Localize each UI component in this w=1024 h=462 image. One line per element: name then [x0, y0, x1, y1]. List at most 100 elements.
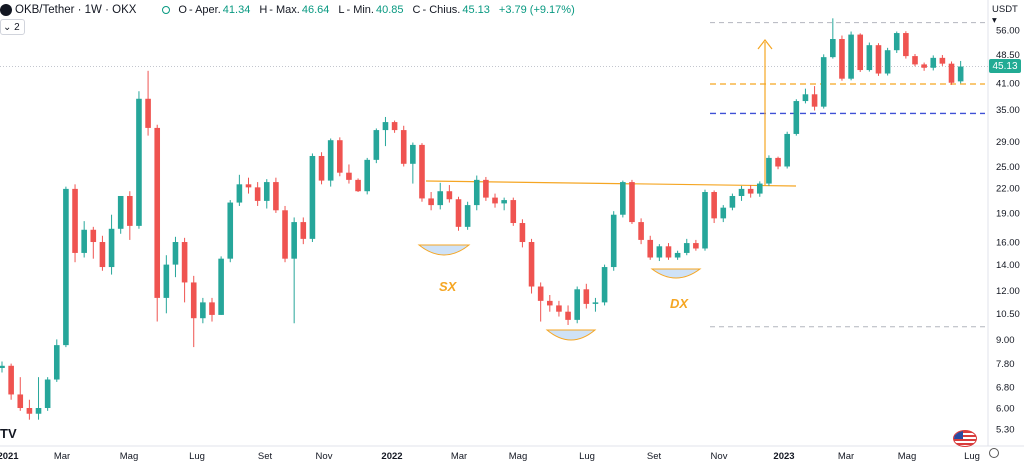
okb-logo: [0, 4, 12, 16]
y-tick-label: 41.00: [996, 78, 1020, 89]
candle-down: [903, 33, 909, 57]
candle-up: [263, 182, 270, 201]
x-tick-label: Mar: [838, 451, 854, 462]
candle-down: [391, 122, 398, 131]
indicator-count: 2: [14, 21, 20, 33]
candle-down: [446, 191, 453, 200]
right-shoulder-bowl: [650, 268, 702, 279]
candle-up: [35, 408, 42, 414]
candle-down: [127, 195, 133, 226]
candle-down: [528, 242, 535, 287]
y-tick-label: 19.00: [996, 208, 1020, 219]
currency-selector[interactable]: USDT ▾: [992, 4, 1018, 26]
candle-down: [665, 246, 672, 258]
left-shoulder-label: SX: [439, 279, 458, 294]
low-label: - Min.: [346, 4, 374, 16]
open-label: - Aper.: [188, 4, 221, 16]
high-value: 46.64: [301, 4, 330, 16]
neckline: [425, 180, 797, 187]
x-tick-label: Nov: [316, 451, 333, 462]
tradingview-logo: TV: [0, 426, 17, 441]
y-tick-label: 48.50: [996, 50, 1020, 61]
y-tick-label: 6.00: [996, 404, 1015, 415]
high-label: - Max.: [269, 4, 300, 16]
candle-up: [683, 243, 690, 253]
candle-up: [501, 200, 507, 204]
candle-down: [26, 408, 33, 414]
candle-up: [656, 246, 663, 258]
candle-up: [702, 192, 708, 249]
low-key: L: [338, 4, 345, 16]
x-tick-label: Set: [647, 451, 662, 462]
settings-gear-icon[interactable]: [989, 448, 999, 458]
candle-down: [154, 127, 161, 298]
candle-down: [811, 94, 818, 107]
candle-up: [592, 302, 599, 304]
candle-down: [775, 157, 781, 167]
candle-up: [756, 183, 763, 194]
candle-down: [519, 223, 526, 243]
candle-down: [939, 57, 946, 64]
candle-down: [948, 63, 955, 83]
y-tick-label: 25.00: [996, 162, 1020, 173]
candle-up: [227, 202, 234, 259]
open-key: O: [178, 4, 187, 16]
candle-up: [729, 195, 736, 208]
y-tick-label: 14.00: [996, 260, 1020, 271]
candle-down: [318, 155, 325, 181]
candle-down: [90, 229, 97, 243]
candle-down: [17, 394, 24, 409]
candle-up: [410, 144, 416, 164]
candle-down: [400, 130, 407, 164]
chevron-down-icon: ⌄: [3, 21, 12, 33]
close-value: 45.13: [462, 4, 490, 16]
candle-up: [464, 205, 471, 227]
candle-down: [209, 302, 215, 315]
indicator-toggle[interactable]: ⌄ 2: [0, 19, 25, 35]
high-key: H: [259, 4, 268, 16]
candle-down: [346, 172, 352, 180]
y-tick-label: 16.00: [996, 238, 1020, 249]
candle-down: [583, 289, 590, 304]
candle-down: [875, 45, 882, 74]
candle-down: [254, 187, 261, 201]
candle-down: [145, 98, 151, 128]
candle-up: [866, 45, 873, 71]
candle-up: [830, 38, 836, 58]
candle-up: [793, 101, 800, 134]
candle-up: [218, 258, 224, 315]
candle-up: [163, 264, 170, 298]
candle-up: [327, 140, 334, 181]
y-tick-label: 12.00: [996, 286, 1020, 297]
candle-up: [884, 50, 891, 74]
candle-up: [172, 242, 179, 265]
symbol-title[interactable]: OKB/Tether · 1W · OKX: [15, 4, 137, 16]
candle-down: [300, 222, 307, 239]
candle-down: [510, 200, 517, 224]
candle-up: [136, 98, 142, 226]
x-tick-label: Lug: [189, 451, 205, 462]
candle-down: [337, 140, 343, 173]
x-tick-label: Lug: [964, 451, 980, 462]
candle-down: [8, 365, 14, 395]
candle-up: [766, 157, 772, 184]
close-label: - Chius.: [422, 4, 461, 16]
candle-down: [282, 210, 288, 259]
candle-down: [857, 34, 864, 71]
y-tick-label: 10.50: [996, 309, 1020, 320]
candle-up: [473, 179, 480, 206]
x-tick-label: Mar: [451, 451, 467, 462]
x-tick-label: Lug: [579, 451, 595, 462]
candle-down: [547, 300, 553, 306]
x-tick-label: 2023: [773, 451, 794, 462]
candle-down: [72, 188, 78, 253]
candle-up: [784, 133, 790, 167]
candle-down: [181, 242, 188, 283]
us-flag-icon[interactable]: [953, 430, 977, 447]
candle-down: [492, 197, 498, 204]
candle-down: [428, 198, 434, 206]
target-arrow-head: [757, 39, 773, 50]
candle-up: [720, 207, 727, 219]
candle-down: [483, 179, 489, 198]
